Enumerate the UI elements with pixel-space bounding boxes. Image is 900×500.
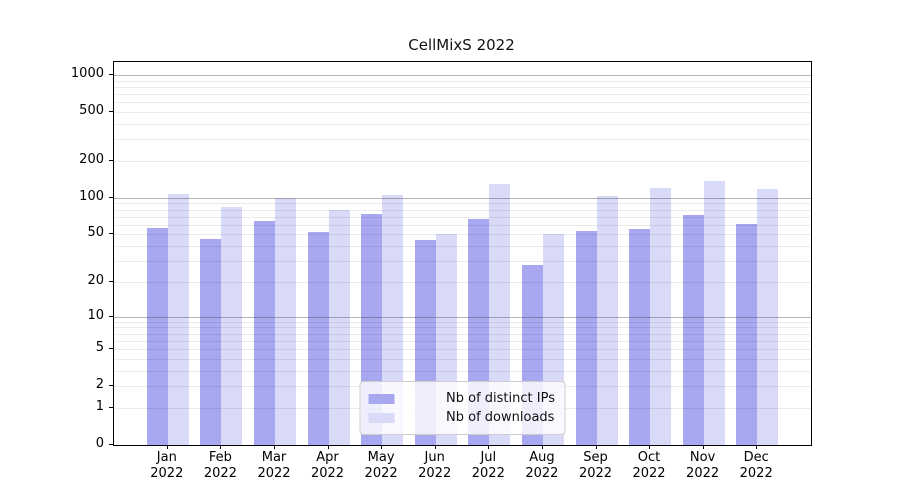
gridline-minor	[114, 203, 811, 205]
y-tick-mark	[109, 196, 113, 198]
legend-swatch-distinct-ips-icon	[368, 393, 395, 404]
y-tick-label-20: 20	[87, 272, 104, 288]
gridline-minor	[114, 124, 811, 125]
gridline-minor	[114, 281, 811, 283]
gridline-minor	[114, 216, 811, 218]
gridline-minor	[114, 333, 811, 335]
gridline-minor	[114, 321, 811, 323]
x-tick-label-mar: Mar 2022	[257, 450, 291, 481]
x-tick-mark	[434, 445, 436, 449]
gridline-minor	[114, 112, 811, 113]
bar-downloads-oct	[650, 188, 671, 445]
x-tick-label-jan: Jan 2022	[150, 450, 184, 481]
x-tick-mark	[274, 445, 275, 449]
x-tick-label-jun: Jun 2022	[418, 450, 452, 481]
bar-distinct-ips-nov	[682, 215, 704, 445]
y-tick-mark	[109, 444, 113, 445]
bar-downloads-apr	[328, 209, 350, 445]
x-tick-mark	[756, 445, 758, 449]
bar-downloads-feb	[221, 207, 243, 445]
y-tick-label-200: 200	[79, 151, 104, 167]
gridline-minor	[114, 370, 811, 372]
x-tick-label-apr: Apr 2022	[310, 450, 345, 481]
legend-item-downloads: Nb of downloads	[368, 410, 555, 425]
x-tick-mark	[488, 445, 490, 449]
legend-item-distinct-ips: Nb of distinct IPs	[368, 391, 555, 406]
bar-distinct-ips-sep	[575, 231, 597, 445]
chart-title: CellMixS 2022	[408, 36, 515, 54]
gridline-major	[114, 316, 811, 318]
y-tick-label-10: 10	[87, 307, 104, 323]
y-tick-label-500: 500	[79, 103, 104, 118]
x-tick-label-may: May 2022	[364, 450, 398, 481]
y-tick-label-5: 5	[95, 340, 104, 355]
y-tick-mark	[109, 315, 113, 317]
plot-area: Nb of distinct IPs Nb of downloads	[113, 61, 812, 446]
x-tick-label-aug: Aug 2022	[525, 450, 559, 481]
x-tick-mark	[702, 445, 704, 449]
x-tick-mark	[649, 445, 650, 449]
legend: Nb of distinct IPs Nb of downloads	[359, 381, 566, 435]
y-tick-mark	[109, 74, 113, 75]
y-tick-label-0: 0	[95, 436, 104, 451]
y-tick-mark	[109, 233, 113, 235]
gridline-minor	[114, 160, 811, 162]
bar-downloads-mar	[275, 197, 296, 445]
gridline-major	[114, 197, 811, 199]
x-tick-label-feb: Feb 2022	[203, 450, 237, 481]
y-tick-label-1: 1	[95, 398, 104, 414]
bar-distinct-ips-mar	[254, 221, 275, 445]
gridline-minor	[114, 139, 811, 141]
bar-distinct-ips-jan	[146, 227, 168, 445]
gridline-minor	[114, 102, 811, 104]
gridline-minor	[114, 209, 811, 211]
gridline-minor	[114, 94, 811, 95]
y-tick-mark	[109, 406, 113, 408]
gridline-minor	[114, 86, 811, 88]
x-tick-label-sep: Sep 2022	[578, 450, 613, 481]
bar-downloads-jul	[489, 183, 511, 445]
x-tick-label-dec: Dec 2022	[739, 450, 773, 481]
y-tick-mark	[109, 385, 113, 387]
bar-distinct-ips-feb	[200, 238, 222, 445]
y-tick-mark	[109, 280, 113, 282]
x-tick-label-jul: Jul 2022	[471, 450, 505, 481]
bar-downloads-sep	[596, 196, 618, 445]
y-tick-label-2: 2	[95, 377, 104, 393]
bar-distinct-ips-oct	[629, 229, 650, 445]
gridline-minor	[114, 261, 811, 263]
x-tick-mark	[381, 445, 383, 449]
y-tick-mark	[109, 348, 113, 349]
bar-distinct-ips-apr	[307, 232, 329, 445]
x-tick-mark	[166, 445, 168, 449]
legend-label-distinct-ips: Nb of distinct IPs	[446, 391, 555, 406]
bar-downloads-dec	[757, 189, 779, 445]
x-tick-mark	[595, 445, 597, 449]
gridline-minor	[114, 340, 811, 342]
gridline-minor	[114, 358, 811, 360]
gridline-minor	[114, 327, 811, 329]
x-tick-mark	[220, 445, 222, 449]
y-tick-mark	[109, 111, 113, 112]
gridline-minor	[114, 80, 811, 82]
bar-downloads-jan	[167, 193, 189, 445]
gridline-major	[114, 75, 811, 76]
gridline-minor	[114, 234, 811, 236]
y-tick-mark	[109, 159, 113, 161]
y-tick-label-100: 100	[79, 188, 104, 204]
x-tick-label-nov: Nov 2022	[686, 450, 720, 481]
gridline-minor	[114, 349, 811, 350]
y-tick-label-50: 50	[87, 225, 104, 241]
legend-swatch-downloads-icon	[368, 412, 395, 423]
bar-downloads-nov	[703, 181, 725, 445]
x-tick-mark	[541, 445, 543, 449]
x-tick-mark	[327, 445, 329, 449]
gridline-minor	[114, 246, 811, 248]
y-tick-label-1000: 1000	[70, 66, 104, 81]
bar-distinct-ips-dec	[736, 223, 758, 445]
x-tick-label-oct: Oct 2022	[632, 450, 666, 481]
legend-label-downloads: Nb of downloads	[446, 410, 555, 425]
gridline-minor	[114, 224, 811, 226]
